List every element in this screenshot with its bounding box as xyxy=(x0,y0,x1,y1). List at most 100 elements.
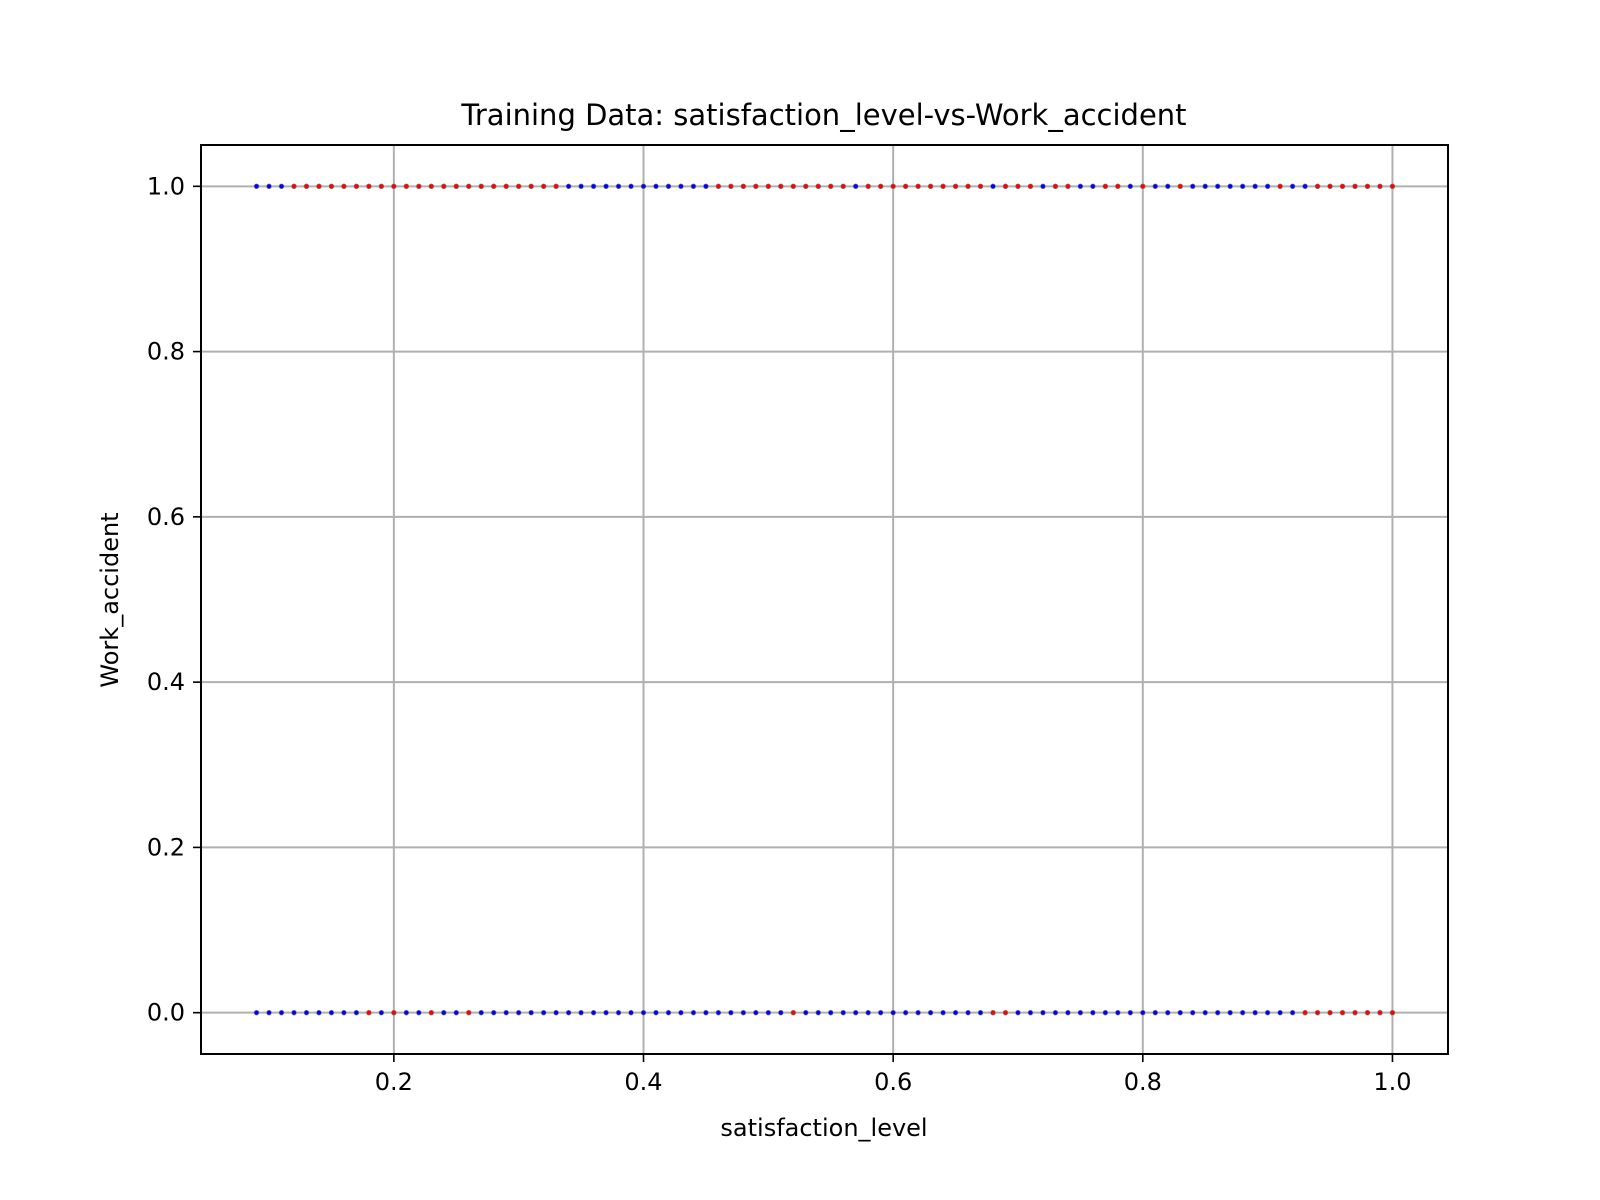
scatter-point xyxy=(253,1009,260,1016)
scatter-point xyxy=(1015,1009,1021,1016)
y-tick-label: 0.0 xyxy=(147,999,185,1027)
scatter-point xyxy=(1277,1009,1283,1016)
x-axis-label: satisfaction_level xyxy=(720,1114,927,1142)
scatter-point xyxy=(840,183,846,190)
x-tick-label: 0.2 xyxy=(375,1068,413,1096)
scatter-point xyxy=(266,183,272,190)
scatter-point xyxy=(753,1009,759,1016)
scatter-point xyxy=(952,183,959,190)
scatter-point xyxy=(678,1009,684,1016)
scatter-point xyxy=(1364,1009,1371,1016)
scatter-point xyxy=(690,183,697,190)
scatter-point xyxy=(1140,183,1146,190)
scatter-point xyxy=(815,1009,821,1016)
scatter-point xyxy=(902,1009,909,1016)
scatter-point xyxy=(578,1009,584,1016)
scatter-point xyxy=(503,1009,509,1016)
scatter-point xyxy=(628,183,634,190)
scatter-point xyxy=(615,183,622,190)
scatter-point xyxy=(1115,183,1121,190)
scatter-point xyxy=(1177,1009,1183,1016)
scatter-point xyxy=(703,1009,709,1016)
scatter-point xyxy=(1314,183,1321,190)
scatter-point xyxy=(366,183,372,190)
scatter-point xyxy=(266,1009,272,1016)
scatter-point xyxy=(1239,183,1246,190)
scatter-point xyxy=(303,1009,310,1016)
scatter-point xyxy=(1165,1009,1171,1016)
scatter-point xyxy=(378,183,385,190)
scatter-point xyxy=(603,183,609,190)
scatter-point xyxy=(1177,183,1183,190)
scatter-point xyxy=(491,183,497,190)
scatter-point xyxy=(927,183,934,190)
scatter-point xyxy=(253,183,260,190)
x-tick-label: 1.0 xyxy=(1373,1068,1411,1096)
y-tick-label: 0.2 xyxy=(147,833,185,861)
scatter-point xyxy=(1015,183,1021,190)
scatter-point xyxy=(1352,1009,1358,1016)
scatter-point xyxy=(890,183,896,190)
scatter-point xyxy=(453,183,459,190)
scatter-point xyxy=(316,183,322,190)
scatter-point xyxy=(466,183,472,190)
scatter-point xyxy=(653,1009,659,1016)
scatter-point xyxy=(1115,1009,1121,1016)
scatter-point xyxy=(441,183,447,190)
scatter-point xyxy=(1214,1009,1221,1016)
scatter-point xyxy=(740,183,747,190)
scatter-point xyxy=(877,1009,884,1016)
scatter-point xyxy=(491,1009,497,1016)
scatter-point xyxy=(403,1009,410,1016)
scatter-point xyxy=(503,183,509,190)
scatter-point xyxy=(828,1009,834,1016)
scatter-point xyxy=(1302,1009,1308,1016)
scatter-point xyxy=(1052,183,1059,190)
scatter-point xyxy=(540,183,547,190)
scatter-point xyxy=(977,183,984,190)
scatter-point xyxy=(278,1009,285,1016)
scatter-point xyxy=(853,1009,859,1016)
scatter-point xyxy=(328,183,335,190)
scatter-point xyxy=(1127,183,1134,190)
scatter-point xyxy=(753,183,759,190)
scatter-point xyxy=(1052,1009,1059,1016)
scatter-point xyxy=(416,183,422,190)
scatter-point xyxy=(1077,183,1084,190)
scatter-point xyxy=(316,1009,322,1016)
scatter-point xyxy=(1152,1009,1158,1016)
scatter-point xyxy=(428,183,435,190)
ticks-layer: 0.2 0.4 0.6 0.8 1.0 0.0 0.2 0.4 0.6 0.8 1.0 xyxy=(147,172,1412,1096)
scatter-point xyxy=(1364,183,1371,190)
scatter-point xyxy=(1040,183,1046,190)
scatter-point xyxy=(965,1009,971,1016)
scatter-point xyxy=(1002,183,1009,190)
scatter-point xyxy=(977,1009,984,1016)
scatter-point xyxy=(615,1009,622,1016)
scatter-point xyxy=(740,1009,747,1016)
scatter-point xyxy=(278,183,285,190)
scatter-point xyxy=(565,1009,572,1016)
scatter-point xyxy=(540,1009,547,1016)
scatter-point xyxy=(765,183,772,190)
chart-title: Training Data: satisfaction_level-vs-Wor… xyxy=(460,98,1186,132)
scatter-point xyxy=(965,183,971,190)
scatter-point xyxy=(1190,183,1196,190)
scatter-point xyxy=(1202,183,1208,190)
scatter-point xyxy=(1065,183,1071,190)
scatter-point xyxy=(1264,183,1271,190)
scatter-point xyxy=(890,1009,896,1016)
scatter-point xyxy=(728,1009,734,1016)
scatter-point xyxy=(291,1009,297,1016)
scatter-point xyxy=(1339,183,1346,190)
scatter-point xyxy=(328,1009,335,1016)
y-tick-label: 0.8 xyxy=(147,338,185,366)
scatter-point xyxy=(416,1009,422,1016)
scatter-point xyxy=(803,183,809,190)
scatter-point xyxy=(1327,183,1333,190)
scatter-point xyxy=(1127,1009,1134,1016)
scatter-point xyxy=(453,1009,459,1016)
scatter-point xyxy=(678,183,684,190)
scatter-point xyxy=(1214,183,1221,190)
scatter-point xyxy=(990,183,996,190)
